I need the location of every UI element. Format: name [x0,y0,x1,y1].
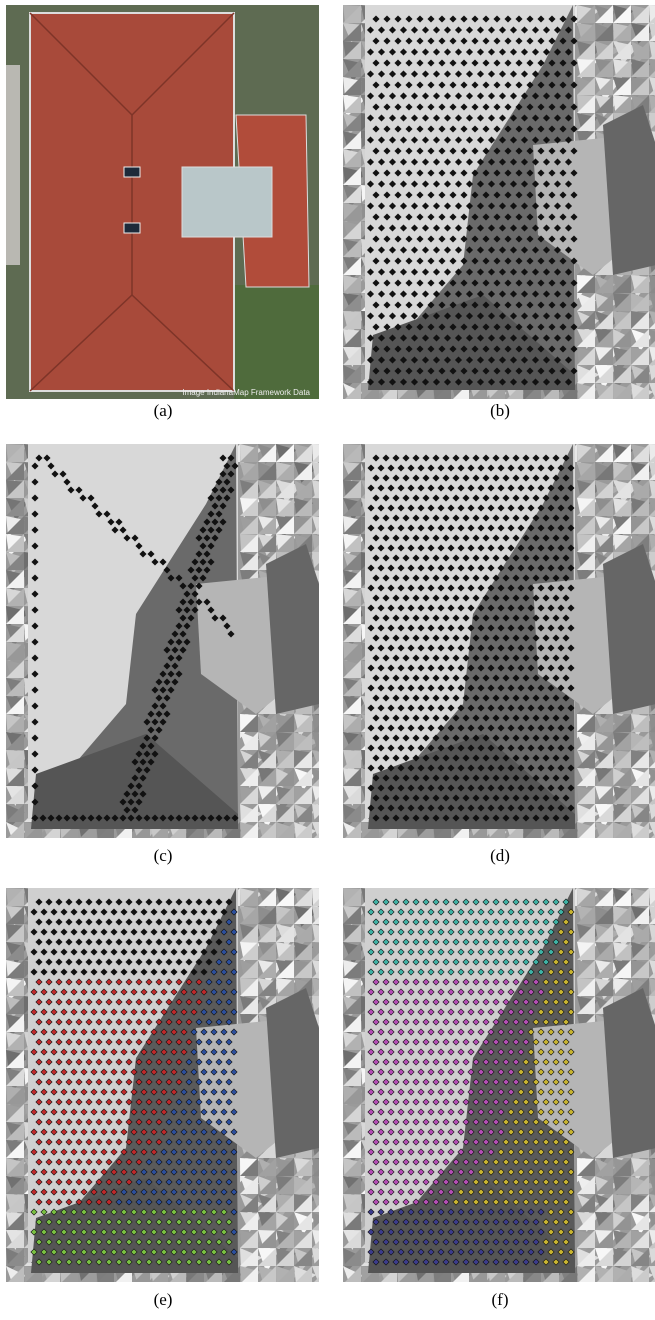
panel-caption: (b) [490,401,510,420]
skylight [124,167,140,177]
skylight [124,223,140,233]
panel [6,444,337,848]
panel-caption: (d) [490,846,510,865]
panel: Image IndianaMap Framework Data [6,5,319,399]
panel [6,888,337,1292]
figure: Image IndianaMap Framework Data (a) (b) (c)… [0,0,655,1315]
panel-caption: (a) [154,401,173,420]
watermark: Image IndianaMap Framework Data [182,388,310,397]
panel-caption: (e) [154,1290,173,1309]
panel [343,5,655,409]
panel [343,888,655,1292]
lawn [234,285,319,399]
road [6,65,20,265]
panel [343,444,655,848]
page: Image IndianaMap Framework Data (a) (b) (c)… [0,0,655,1320]
panel-caption: (c) [154,846,173,865]
panel-caption: (f) [492,1290,509,1309]
annex [182,167,272,237]
